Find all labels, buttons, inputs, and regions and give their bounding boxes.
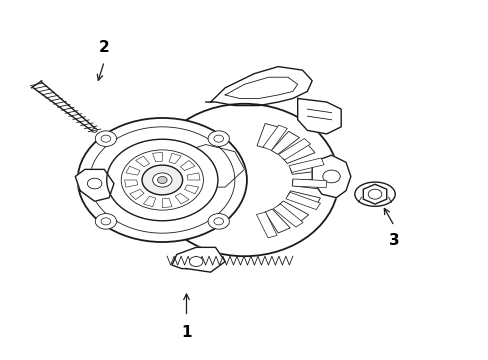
Polygon shape: [363, 184, 386, 204]
Polygon shape: [271, 131, 299, 154]
Circle shape: [213, 218, 223, 225]
Text: 1: 1: [181, 325, 191, 340]
Polygon shape: [292, 179, 324, 189]
Polygon shape: [162, 198, 172, 208]
Circle shape: [142, 165, 182, 195]
Polygon shape: [187, 173, 200, 180]
Polygon shape: [168, 153, 181, 164]
Polygon shape: [289, 161, 323, 174]
Circle shape: [106, 139, 218, 221]
Polygon shape: [143, 196, 155, 207]
Circle shape: [213, 135, 223, 142]
Polygon shape: [278, 139, 310, 160]
Polygon shape: [297, 99, 341, 134]
Circle shape: [208, 131, 229, 147]
Polygon shape: [256, 212, 277, 238]
Circle shape: [189, 257, 203, 266]
Circle shape: [152, 173, 172, 187]
Polygon shape: [263, 125, 287, 150]
Polygon shape: [135, 156, 149, 167]
Polygon shape: [152, 152, 162, 162]
Circle shape: [157, 176, 167, 184]
Circle shape: [95, 213, 116, 229]
Polygon shape: [124, 180, 137, 187]
Circle shape: [92, 129, 97, 132]
Ellipse shape: [354, 182, 394, 206]
Circle shape: [78, 118, 246, 242]
Polygon shape: [273, 204, 303, 227]
Polygon shape: [311, 155, 350, 198]
Circle shape: [101, 218, 110, 225]
Polygon shape: [282, 144, 314, 163]
Polygon shape: [125, 166, 140, 175]
Circle shape: [208, 213, 229, 229]
Circle shape: [101, 135, 110, 142]
Polygon shape: [292, 179, 326, 188]
Polygon shape: [286, 191, 320, 207]
Polygon shape: [288, 158, 324, 172]
Polygon shape: [257, 123, 278, 148]
Polygon shape: [129, 189, 144, 199]
Polygon shape: [285, 192, 320, 210]
Circle shape: [322, 170, 340, 183]
Polygon shape: [172, 145, 244, 187]
Text: 2: 2: [99, 40, 109, 55]
Text: 3: 3: [388, 233, 399, 248]
Polygon shape: [180, 161, 195, 171]
Circle shape: [90, 127, 234, 233]
Ellipse shape: [150, 104, 338, 256]
Circle shape: [87, 178, 102, 189]
Polygon shape: [175, 193, 188, 204]
Polygon shape: [277, 201, 308, 222]
Polygon shape: [172, 247, 224, 272]
Circle shape: [121, 150, 203, 210]
Polygon shape: [264, 209, 290, 233]
Polygon shape: [75, 169, 114, 201]
Polygon shape: [184, 185, 198, 194]
Circle shape: [367, 189, 381, 199]
Circle shape: [95, 131, 116, 147]
